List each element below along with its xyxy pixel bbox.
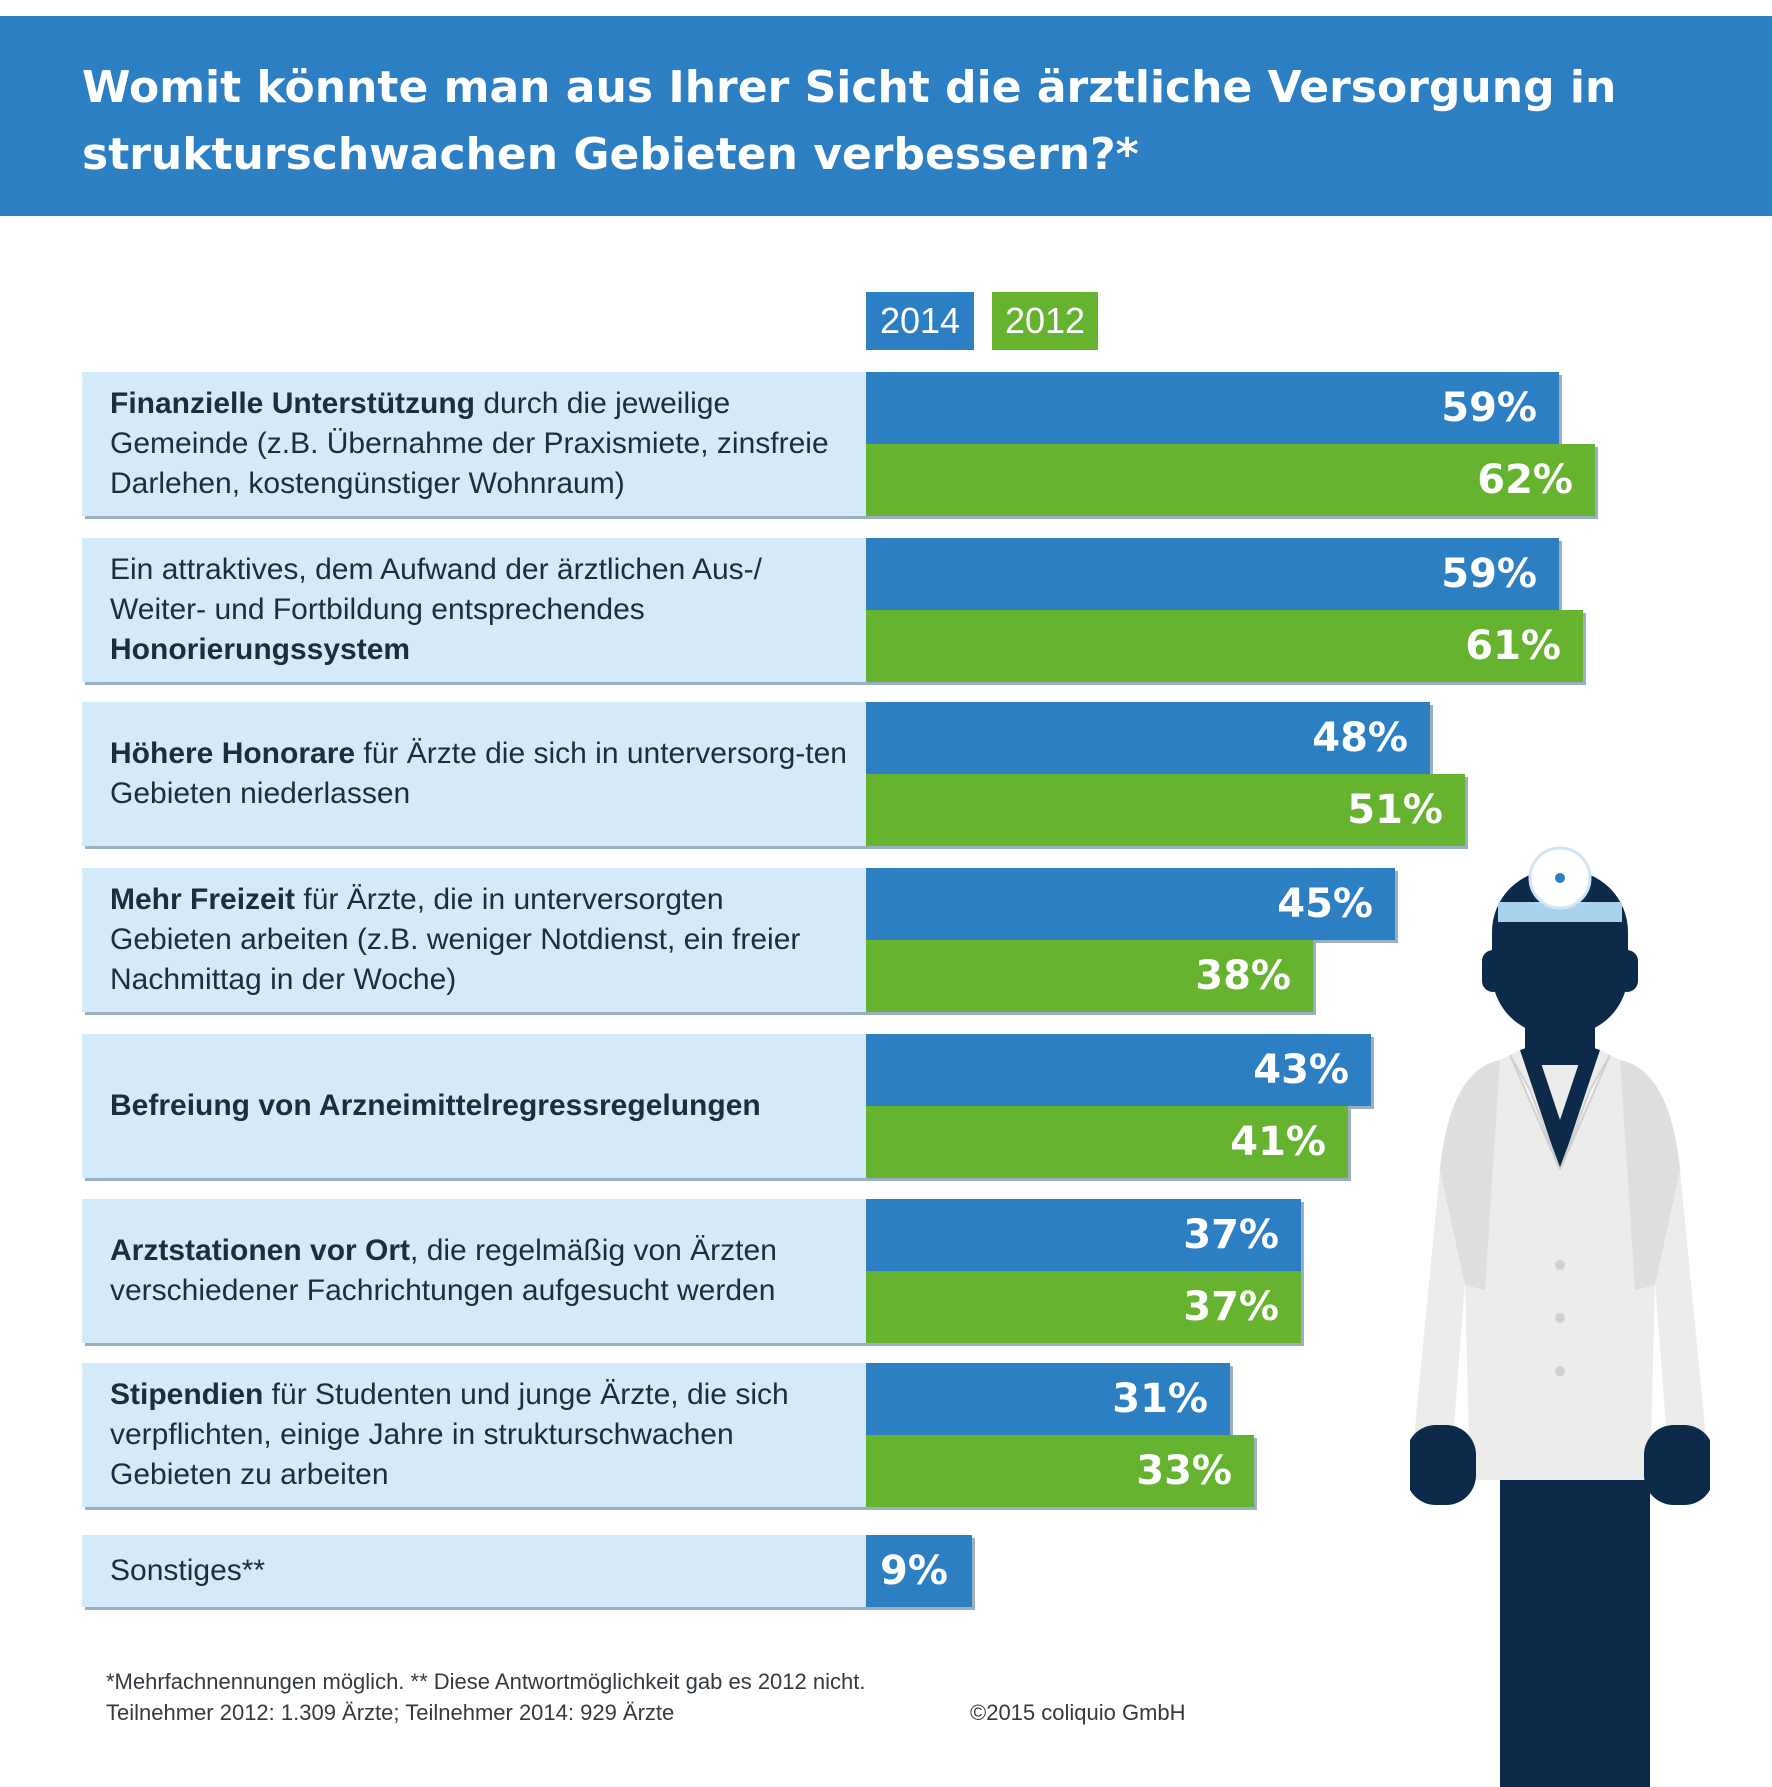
legend-2012: 2012 [992, 292, 1098, 350]
bar-2012: 38% [866, 940, 1313, 1012]
title-banner: Womit könnte man aus Ihrer Sicht die ärz… [0, 16, 1772, 216]
category-emphasis: Honorierungssystem [110, 633, 411, 666]
category-text: Ein attraktives, dem Aufwand der ärztlic… [110, 553, 762, 626]
category-text: durch die jeweilige Gemeinde (z.B. Übern… [110, 387, 829, 500]
category-label-text: Ein attraktives, dem Aufwand der ärztlic… [110, 550, 850, 670]
category-emphasis: Stipendien [110, 1378, 264, 1411]
category-label: Ein attraktives, dem Aufwand der ärztlic… [82, 538, 866, 682]
footnote-line-1: *Mehrfachnennungen möglich. ** Diese Ant… [106, 1669, 866, 1694]
category-label: Befreiung von Arzneimittelregressregelun… [82, 1034, 866, 1178]
footnote: *Mehrfachnennungen möglich. ** Diese Ant… [106, 1666, 865, 1728]
bar-2014: 45% [866, 868, 1395, 940]
bar-2012: 33% [866, 1435, 1254, 1507]
legend-2014: 2014 [866, 292, 974, 350]
copyright: ©2015 coliquio GmbH [970, 1700, 1186, 1725]
category-text: für Ärzte die sich in unterversorg-ten G… [110, 737, 847, 810]
bar-2012: 61% [866, 610, 1583, 682]
category-text: , die regelmäßig von Ärzten verschiedene… [110, 1234, 777, 1307]
bar-2014: 59% [866, 372, 1559, 444]
category-label-text: Mehr Freizeit für Ärzte, die in unterver… [110, 880, 850, 1000]
category-emphasis: Finanzielle Unterstützung [110, 387, 476, 420]
category-emphasis: Höhere Honorare [110, 737, 356, 770]
bar-2014: 37% [866, 1199, 1301, 1271]
category-label: Arztstationen vor Ort, die regelmäßig vo… [82, 1199, 866, 1343]
category-emphasis: Befreiung von Arzneimittelregressregelun… [110, 1089, 761, 1122]
bar-2014: 31% [866, 1363, 1230, 1435]
category-label: Mehr Freizeit für Ärzte, die in unterver… [82, 868, 866, 1012]
bar-2012: 51% [866, 774, 1465, 846]
bar-2014: 48% [866, 702, 1430, 774]
category-label: Sonstiges** [82, 1535, 866, 1607]
category-label-text: Finanzielle Unterstützung durch die jewe… [110, 384, 850, 504]
bar-2014: 9% [866, 1535, 972, 1607]
category-emphasis: Mehr Freizeit [110, 883, 296, 916]
bar-2014: 59% [866, 538, 1559, 610]
category-label: Finanzielle Unterstützung durch die jewe… [82, 372, 866, 516]
category-emphasis: Arztstationen vor Ort [110, 1234, 411, 1267]
category-label-text: Arztstationen vor Ort, die regelmäßig vo… [110, 1231, 850, 1311]
bar-2012: 62% [866, 444, 1595, 516]
category-text: Sonstiges** [110, 1554, 266, 1587]
bar-2012: 41% [866, 1106, 1348, 1178]
category-text: für Ärzte, die in unterversorgten Gebiet… [110, 883, 801, 996]
category-label-text: Höhere Honorare für Ärzte die sich in un… [110, 734, 850, 814]
category-label: Höhere Honorare für Ärzte die sich in un… [82, 702, 866, 846]
bar-2014: 43% [866, 1034, 1371, 1106]
category-label: Stipendien für Studenten und junge Ärzte… [82, 1363, 866, 1507]
category-label-text: Sonstiges** [110, 1551, 850, 1591]
footnote-line-2: Teilnehmer 2012: 1.309 Ärzte; Teilnehmer… [106, 1700, 675, 1725]
chart-title: Womit könnte man aus Ihrer Sicht die ärz… [82, 62, 1617, 180]
category-text: für Studenten und junge Ärzte, die sich … [110, 1378, 789, 1491]
doctor-icon [1410, 846, 1710, 1787]
category-label-text: Befreiung von Arzneimittelregressregelun… [110, 1086, 850, 1126]
category-label-text: Stipendien für Studenten und junge Ärzte… [110, 1375, 850, 1495]
bar-2012: 37% [866, 1271, 1301, 1343]
